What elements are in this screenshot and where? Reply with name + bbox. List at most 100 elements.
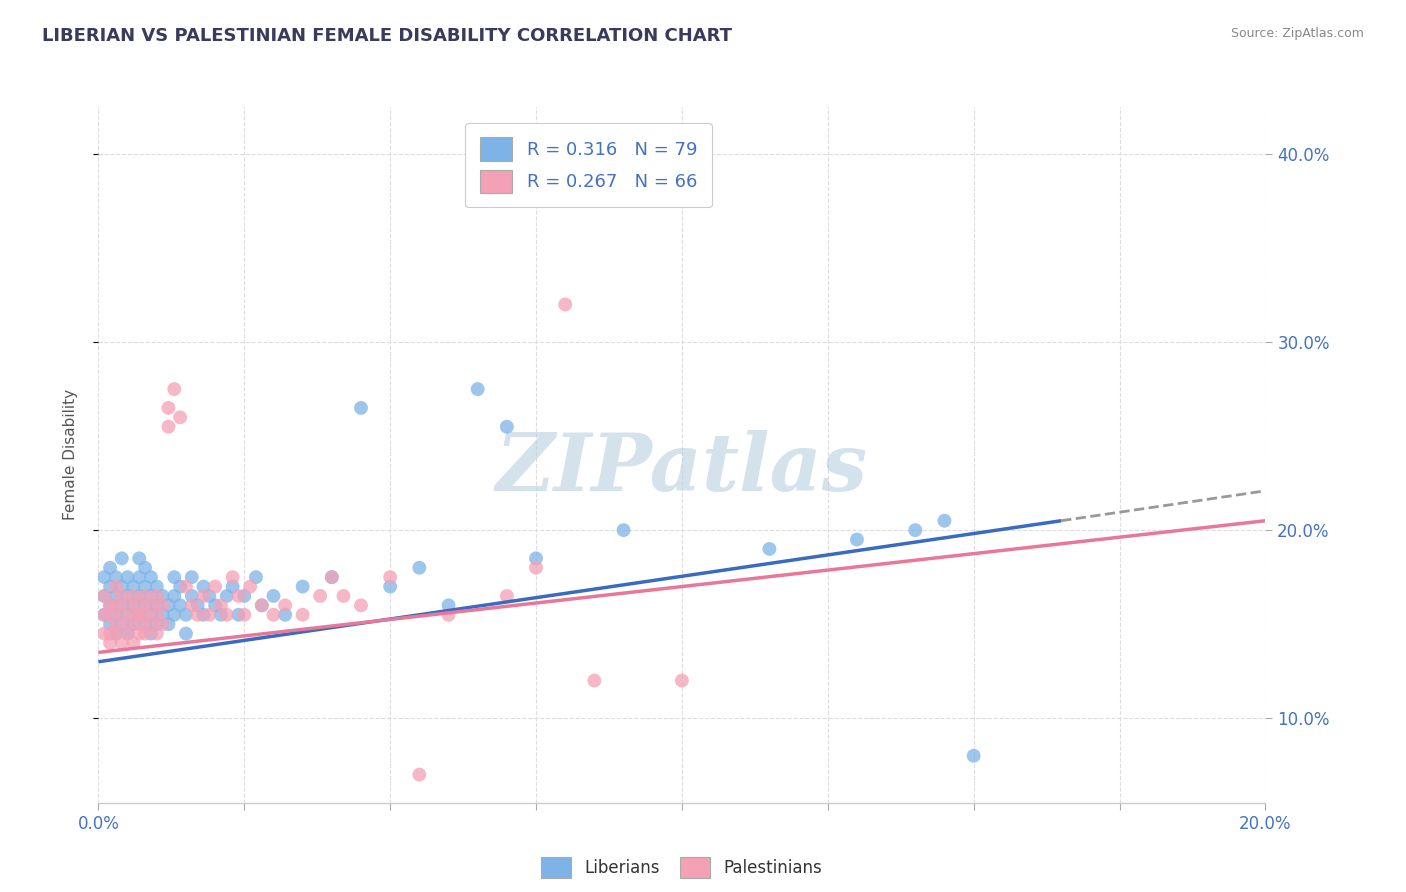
Point <box>117 589 139 603</box>
Point <box>209 599 232 613</box>
Point <box>198 607 221 622</box>
Point <box>378 570 402 584</box>
Point <box>93 589 115 603</box>
Point <box>111 589 134 603</box>
Point <box>98 599 121 613</box>
Point <box>128 617 150 632</box>
Text: Source: ZipAtlas.com: Source: ZipAtlas.com <box>1230 27 1364 40</box>
Point <box>134 626 156 640</box>
Point <box>332 589 354 603</box>
Point <box>128 599 150 613</box>
Point <box>122 589 145 603</box>
Point <box>128 570 150 584</box>
Text: ZIPatlas: ZIPatlas <box>496 430 868 508</box>
Point <box>128 626 150 640</box>
Point <box>128 607 150 622</box>
Point <box>180 599 202 613</box>
Point <box>104 599 127 613</box>
Point <box>671 673 693 688</box>
Point <box>163 589 186 603</box>
Point <box>467 382 489 396</box>
Point <box>152 599 174 613</box>
Point <box>193 580 215 594</box>
Point <box>93 607 115 622</box>
Point <box>309 589 332 603</box>
Point <box>262 589 284 603</box>
Point <box>111 599 134 613</box>
Point <box>495 419 517 434</box>
Point <box>146 607 169 622</box>
Point <box>98 599 121 613</box>
Point <box>146 626 169 640</box>
Point <box>174 607 197 622</box>
Point <box>758 541 780 556</box>
Point <box>204 599 226 613</box>
Point <box>117 626 139 640</box>
Point <box>122 607 145 622</box>
Point <box>163 382 186 396</box>
Point <box>117 607 139 622</box>
Point <box>122 617 145 632</box>
Point <box>228 607 250 622</box>
Point <box>93 626 115 640</box>
Point <box>215 607 238 622</box>
Point <box>209 607 232 622</box>
Point <box>321 570 343 584</box>
Point <box>111 636 134 650</box>
Point <box>163 607 186 622</box>
Point <box>139 617 162 632</box>
Point <box>350 401 373 415</box>
Point <box>169 410 191 425</box>
Point <box>152 589 174 603</box>
Point <box>117 599 139 613</box>
Point <box>437 607 460 622</box>
Point <box>128 607 150 622</box>
Point <box>180 589 202 603</box>
Point <box>157 419 180 434</box>
Point <box>321 570 343 584</box>
Point <box>134 599 156 613</box>
Point <box>157 617 180 632</box>
Point <box>104 589 127 603</box>
Point <box>239 580 262 594</box>
Point <box>139 607 162 622</box>
Point <box>845 533 868 547</box>
Point <box>408 767 430 781</box>
Point <box>111 607 134 622</box>
Point <box>98 560 121 574</box>
Point <box>128 551 150 566</box>
Text: LIBERIAN VS PALESTINIAN FEMALE DISABILITY CORRELATION CHART: LIBERIAN VS PALESTINIAN FEMALE DISABILIT… <box>42 27 733 45</box>
Point <box>157 401 180 415</box>
Point <box>250 599 273 613</box>
Point <box>169 599 191 613</box>
Point <box>221 580 243 594</box>
Point <box>117 570 139 584</box>
Point <box>378 580 402 594</box>
Point <box>962 748 984 763</box>
Point <box>262 607 284 622</box>
Point <box>152 607 174 622</box>
Point <box>187 599 209 613</box>
Point <box>93 607 115 622</box>
Point <box>134 580 156 594</box>
Point <box>233 589 256 603</box>
Point <box>174 626 197 640</box>
Point <box>146 589 169 603</box>
Point <box>524 560 547 574</box>
Point <box>146 580 169 594</box>
Point <box>146 617 169 632</box>
Point <box>117 617 139 632</box>
Point <box>291 580 314 594</box>
Point <box>98 636 121 650</box>
Point <box>291 607 314 622</box>
Point <box>111 551 134 566</box>
Point <box>524 551 547 566</box>
Point <box>169 580 191 594</box>
Point <box>104 617 127 632</box>
Point <box>104 626 127 640</box>
Point <box>193 589 215 603</box>
Point <box>134 560 156 574</box>
Point <box>134 589 156 603</box>
Point <box>350 599 373 613</box>
Point <box>152 617 174 632</box>
